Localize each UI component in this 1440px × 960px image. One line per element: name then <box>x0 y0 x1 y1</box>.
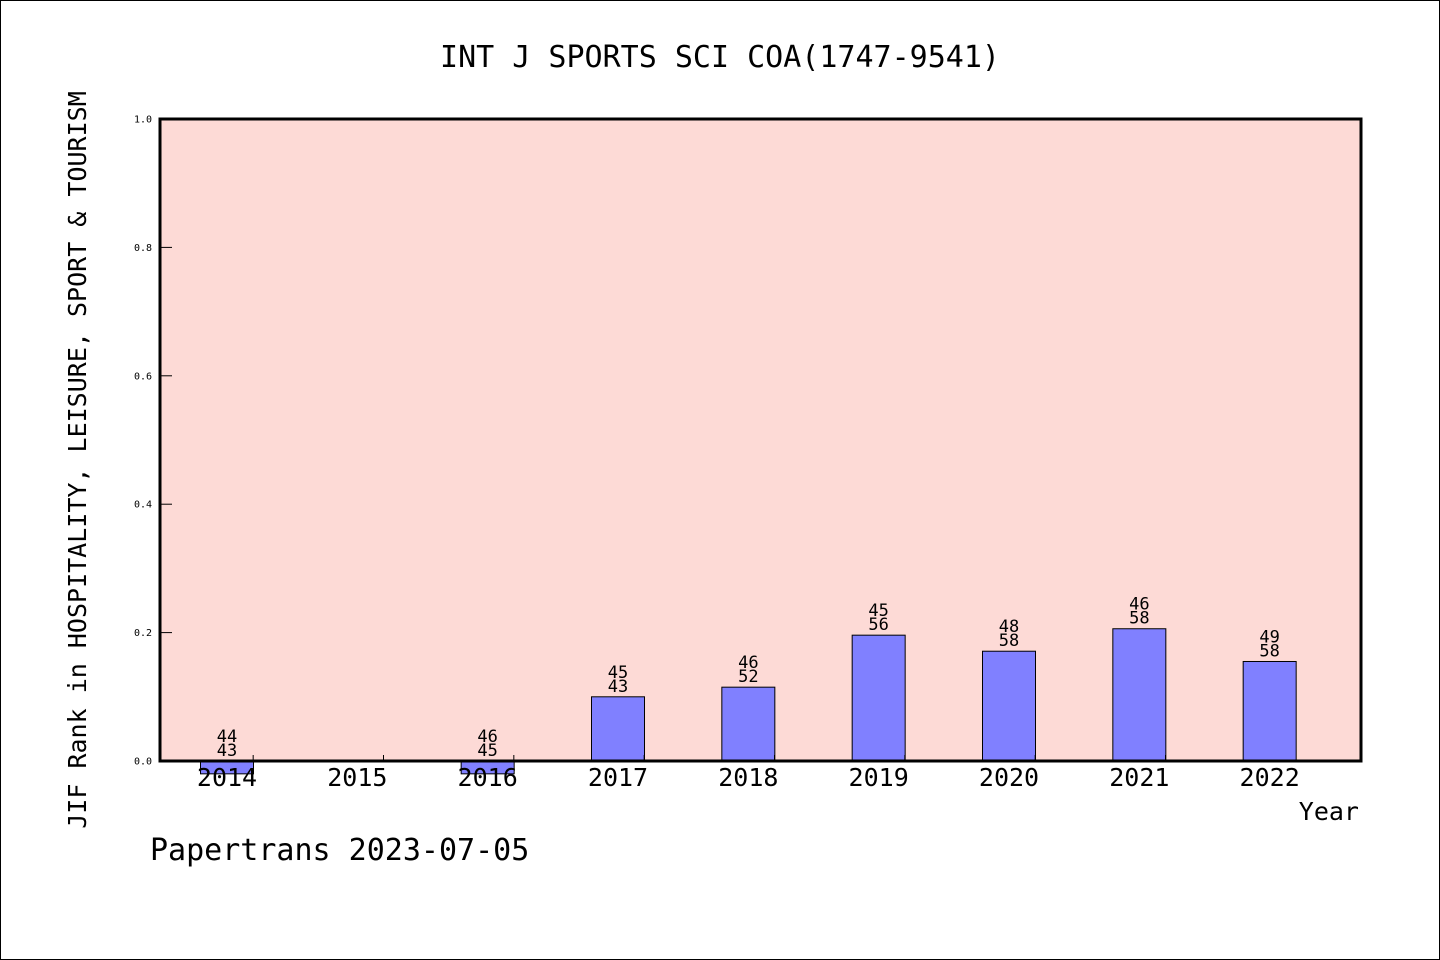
chart-title: INT J SPORTS SCI COA(1747-9541) <box>440 40 1000 75</box>
rank-label-top: 46 <box>1129 595 1149 615</box>
bar-2018 <box>721 686 776 762</box>
bar-2019 <box>851 634 906 762</box>
x-axis: 2014 2015 2016 2017 2018 2019 2020 2021 2022 <box>197 755 1300 792</box>
y-tick-label: 1.0 <box>134 115 152 126</box>
y-tick-label: 0.0 <box>134 757 152 768</box>
y-tick-label: 0.2 <box>134 628 152 639</box>
bar-2022 <box>1242 660 1297 762</box>
rank-label-top: 44 <box>217 727 237 747</box>
rank-label-bottom: 58 <box>1259 641 1279 661</box>
y-axis-label: JIF Rank in HOSPITALITY, LEISURE, SPORT … <box>63 91 92 829</box>
bar-2020 <box>982 650 1036 762</box>
rank-label-top: 45 <box>868 601 888 621</box>
rank-label-top: 49 <box>1259 627 1279 647</box>
x-tick-label: 2016 <box>458 763 518 792</box>
rank-label-bottom: 58 <box>1129 609 1149 629</box>
x-tick-label: 2015 <box>327 763 387 792</box>
rank-label-top: 48 <box>999 617 1019 637</box>
rank-label-bottom: 58 <box>999 631 1019 651</box>
y-tick-label: 0.4 <box>134 500 152 511</box>
x-tick-label: 2021 <box>1109 763 1169 792</box>
y-tick-label: 0.8 <box>134 243 152 254</box>
rank-label-bottom: 45 <box>477 741 497 761</box>
rank-label-bottom: 52 <box>738 667 758 687</box>
bar-2017 <box>591 696 645 762</box>
x-tick-label: 2022 <box>1240 763 1300 792</box>
rank-label-bottom: 56 <box>868 615 888 635</box>
bars-group <box>200 628 1297 775</box>
plot-border <box>158 117 1363 763</box>
x-tick-label: 2014 <box>197 763 257 792</box>
rank-label-bottom: 43 <box>217 741 237 761</box>
y-axis: 0.0 0.2 0.4 0.6 0.8 1.0 <box>134 115 172 768</box>
rank-label-top: 45 <box>608 663 628 683</box>
x-tick-label: 2020 <box>979 763 1039 792</box>
rank-label-top: 46 <box>477 727 497 747</box>
watermark-text: Papertrans 2023-07-05 <box>150 833 530 868</box>
x-tick-label: 2018 <box>718 763 778 792</box>
x-tick-label: 2017 <box>588 763 648 792</box>
y-tick-label: 0.6 <box>134 371 152 382</box>
plot-area <box>160 119 1361 761</box>
rank-label-bottom: 43 <box>608 677 628 697</box>
rank-label-top: 46 <box>738 653 758 673</box>
x-axis-label: Year <box>1299 797 1359 826</box>
bar-2021 <box>1112 628 1167 762</box>
x-tick-label: 2019 <box>849 763 909 792</box>
